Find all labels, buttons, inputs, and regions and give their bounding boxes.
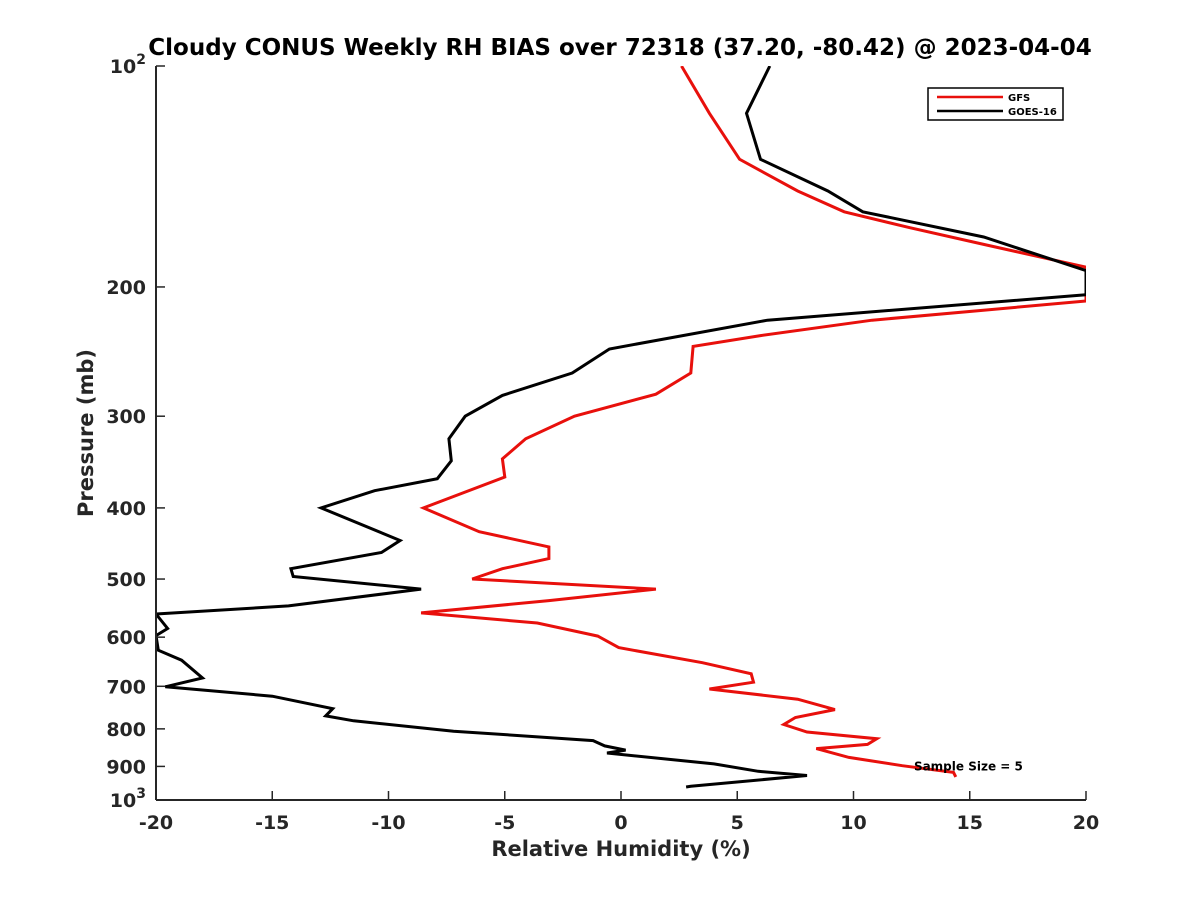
x-tick-label: 0: [614, 812, 627, 834]
sample-size-annotation: Sample Size = 5: [914, 759, 1023, 773]
y-axis-label: Pressure (mb): [74, 349, 98, 517]
x-axis-label: Relative Humidity (%): [491, 837, 750, 861]
y-tick-label: 800: [106, 719, 146, 741]
y-tick-label: 200: [106, 277, 146, 299]
x-tick-label: -5: [494, 812, 515, 834]
legend: GFS GOES-16: [927, 87, 1064, 121]
x-tick-label: -15: [255, 812, 289, 834]
y-tick-label: 500: [106, 569, 146, 591]
x-tick-label: 10: [840, 812, 866, 834]
legend-label: GOES-16: [1008, 107, 1057, 118]
y-tick-label: 300: [106, 406, 146, 428]
legend-label: GFS: [1008, 93, 1030, 104]
y-ticks: 102 200 300 400 500 600 700 800 900 103: [106, 52, 165, 812]
x-tick-label: 5: [731, 812, 744, 834]
x-tick-label: -20: [139, 812, 173, 834]
series-line-gfs: [419, 66, 1086, 778]
y-tick-label: 600: [106, 627, 146, 649]
x-tick-label: 20: [1073, 812, 1099, 834]
y-tick-label: 103: [110, 786, 146, 812]
chart-title: Cloudy CONUS Weekly RH BIAS over 72318 (…: [148, 35, 1091, 61]
x-tick-label: -10: [371, 812, 405, 834]
y-tick-label: 900: [106, 756, 146, 778]
series-line-goes-16: [156, 66, 1086, 789]
y-tick-label: 400: [106, 498, 146, 520]
x-tick-label: 15: [957, 812, 983, 834]
series-layer: [156, 66, 1086, 789]
y-tick-label: 700: [106, 676, 146, 698]
x-ticks: -20 -15 -10 -5 0 5 10 15 20: [139, 791, 1099, 834]
y-tick-label: 102: [110, 52, 146, 78]
legend-box: [927, 87, 1064, 121]
